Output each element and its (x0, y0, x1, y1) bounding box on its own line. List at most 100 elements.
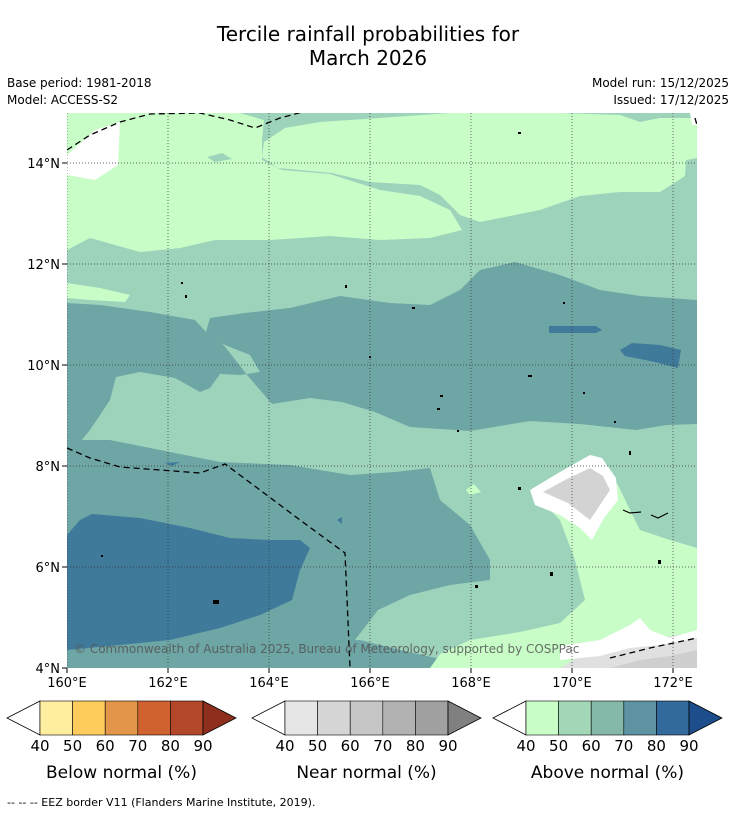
colorbar-title: Near normal (%) (296, 763, 436, 783)
colorbar-extend-low (251, 700, 286, 736)
colorbar-tick-label: 50 (549, 737, 568, 755)
eez-border (609, 637, 697, 659)
colorbar-tick-label: 50 (63, 737, 82, 755)
colorbar-swatch (317, 700, 351, 736)
meta-right: Model run: 15/12/2025 Issued: 17/12/2025 (592, 75, 729, 109)
colorbar-swatch (558, 700, 592, 736)
model-run: Model run: 15/12/2025 (591, 76, 729, 90)
gridlines (67, 113, 697, 668)
lat-tick-label: 8°N (36, 460, 61, 475)
lon-labels: 160°E 162°E 164°E 166°E 168°E 170°E 172°… (47, 676, 693, 691)
colorbar-tick-label: 80 (161, 737, 180, 755)
above-70-speck (337, 517, 342, 524)
colorbar-title: Below normal (%) (46, 763, 197, 783)
colorbar-tick-label: 40 (516, 737, 535, 755)
islands (101, 132, 661, 604)
colorbar-swatch (137, 700, 171, 736)
probability-map (67, 113, 697, 668)
colorbar-swatch (72, 700, 106, 736)
base-period: Base period: 1981-2018 (7, 76, 152, 90)
island (614, 421, 616, 423)
colorbar-tick-label: 40 (30, 737, 49, 755)
colorbar-tick-label: 70 (373, 737, 392, 755)
colorbar-tick-label: 50 (308, 737, 327, 755)
colorbar-extend-high (688, 700, 723, 736)
near-normal-50-region-south (610, 650, 697, 668)
island (629, 451, 631, 455)
colorbar-swatch (349, 700, 384, 736)
above-70-region-east (620, 343, 681, 368)
above-40-region-strip (67, 283, 130, 302)
map-title: Tercile rainfall probabilities for March… (0, 22, 736, 70)
lon-tick-label: 166°E (350, 676, 390, 691)
island (440, 395, 443, 397)
island (583, 392, 585, 394)
island-chain (622, 509, 642, 514)
colorbar-swatch (284, 700, 318, 736)
colorbar-title: Above normal (%) (531, 763, 684, 783)
eez-footnote: -- -- -- EEZ border V11 (Flanders Marine… (7, 796, 316, 809)
island (181, 282, 183, 284)
colorbar-extend-high (447, 700, 482, 736)
colorbar-swatch (39, 700, 73, 736)
lat-tick-label: 12°N (27, 258, 60, 273)
no-dominant-region-south (560, 618, 697, 660)
title-line-1: Tercile rainfall probabilities for (216, 22, 520, 46)
meta-left: Base period: 1981-2018 Model: ACCESS-S2 (7, 75, 152, 109)
eez-border (694, 117, 697, 126)
colorbar-tick-label: 90 (193, 737, 212, 755)
island (437, 408, 440, 410)
colorbar-tick-label: 40 (275, 737, 294, 755)
island (213, 600, 219, 604)
lon-tick-label: 162°E (148, 676, 188, 691)
colorbar-swatch (104, 700, 139, 736)
above-70-speck (165, 462, 180, 466)
model-name: Model: ACCESS-S2 (7, 93, 119, 107)
colorbar-tick-label: 70 (614, 737, 633, 755)
issued-date: Issued: 17/12/2025 (613, 93, 729, 107)
lon-tick-label: 164°E (249, 676, 289, 691)
colorbar-swatch (170, 700, 204, 736)
above-50-speck (207, 153, 232, 162)
island-chain (650, 512, 669, 519)
colorbar-tick-label: 60 (582, 737, 601, 755)
above-70-region-southwest (67, 514, 310, 650)
lon-tick-label: 172°E (653, 676, 693, 691)
colorbar-extend-low (6, 700, 41, 736)
colorbar-tick-label: 80 (647, 737, 666, 755)
above-70-region-central (549, 326, 602, 333)
lat-tick-label: 4°N (36, 662, 61, 677)
no-dominant-region-northeast (690, 113, 697, 125)
island (101, 555, 103, 557)
lat-labels: 14°N 12°N 10°N 8°N 6°N 4°N (27, 157, 60, 677)
lon-tick-label: 160°E (47, 676, 87, 691)
above-40-region-southeast (680, 590, 697, 620)
near-normal-50-region (543, 468, 610, 520)
lon-tick-label: 170°E (552, 676, 592, 691)
no-dominant-region-northwest (67, 122, 120, 180)
colorbar-extend-low (492, 700, 527, 736)
colorbar-extend-high (202, 700, 237, 736)
colorbar-swatch (590, 700, 625, 736)
lon-tick-label: 168°E (451, 676, 491, 691)
copyright-notice: © Commonwealth of Australia 2025, Bureau… (74, 642, 579, 656)
colorbar-tick-label: 80 (406, 737, 425, 755)
island (185, 295, 187, 298)
island (518, 487, 521, 490)
colorbars: 40 50 60 70 80 90 Below normal (%) 40 50 60 70 80 90… (6, 700, 723, 783)
colorbar-3: 40 50 60 70 80 90 Above normal (%) (492, 700, 723, 783)
colorbar-tick-label: 90 (438, 737, 457, 755)
colorbar-tick-label: 90 (679, 737, 698, 755)
island (345, 285, 347, 288)
colorbar-tick-label: 70 (128, 737, 147, 755)
above-40-region-north (67, 113, 697, 222)
island (475, 585, 478, 588)
colorbar-swatch (623, 700, 657, 736)
eez-border (67, 447, 351, 668)
colorbar-swatch (656, 700, 690, 736)
lat-tick-label: 6°N (36, 561, 61, 576)
title-line-2: March 2026 (308, 46, 428, 70)
colorbar-tick-label: 60 (341, 737, 360, 755)
